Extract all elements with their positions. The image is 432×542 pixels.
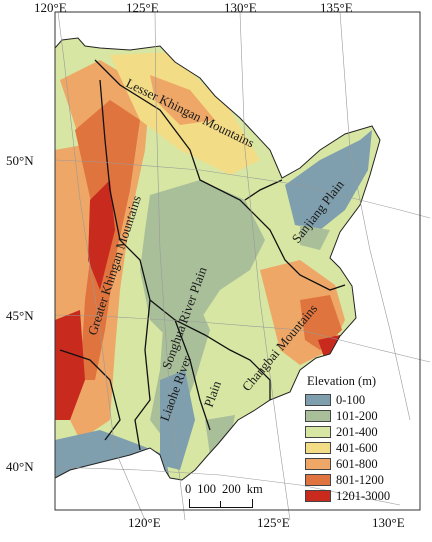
top-tick-130e: 130°E <box>224 0 257 15</box>
legend-label: 101-200 <box>336 408 378 423</box>
legend-title: Elevation (m) <box>307 374 377 388</box>
land-outline <box>54 37 381 481</box>
bottom-tick-130e: 130°E <box>372 515 405 530</box>
legend-item: 401-600 <box>305 440 423 456</box>
bottom-tick-120e: 120°E <box>128 515 161 530</box>
legend-label: 201-400 <box>336 424 378 439</box>
legend-item: 201-400 <box>305 424 423 440</box>
legend-label: 401-600 <box>336 440 378 455</box>
legend-item: 801-1200 <box>305 472 423 488</box>
legend-swatch <box>305 394 331 406</box>
legend-item: 1201-3000 <box>305 488 423 504</box>
legend-item: 0-100 <box>305 392 423 408</box>
scale-bar: 0 100 200 km <box>185 482 295 508</box>
legend-item: 601-800 <box>305 456 423 472</box>
bottom-tick-125e: 125°E <box>257 515 290 530</box>
legend-swatch <box>305 442 331 454</box>
legend-swatch <box>305 426 331 438</box>
scale-label-unit: km <box>246 482 263 496</box>
legend-label: 801-1200 <box>336 472 384 487</box>
scale-label-0: 0 <box>185 482 192 496</box>
scale-bar-line <box>189 499 253 508</box>
map-frame <box>54 11 421 511</box>
graticule <box>54 11 431 521</box>
top-tick-135e: 135°E <box>320 0 353 15</box>
elevation-legend: Elevation (m) 0-100 101-200 201-400 401-… <box>305 374 423 504</box>
scale-label-100: 100 <box>197 482 216 496</box>
legend-label: 1201-3000 <box>336 488 391 503</box>
legend-label: 601-800 <box>336 456 378 471</box>
left-tick-40n: 40°N <box>6 459 34 474</box>
legend-label: 0-100 <box>336 392 366 407</box>
left-tick-50n: 50°N <box>6 153 34 168</box>
legend-swatch <box>305 458 331 470</box>
legend-item: 101-200 <box>305 408 423 424</box>
top-tick-120e: 120°E <box>34 0 67 15</box>
scale-bar-midtick <box>220 501 221 507</box>
legend-swatch <box>305 490 331 502</box>
top-tick-125e: 125°E <box>126 0 159 15</box>
scale-label-200: 200 <box>222 482 241 496</box>
region-boundaries <box>59 59 346 451</box>
left-tick-45n: 45°N <box>6 308 34 323</box>
legend-swatch <box>305 410 331 422</box>
legend-swatch <box>305 474 331 486</box>
